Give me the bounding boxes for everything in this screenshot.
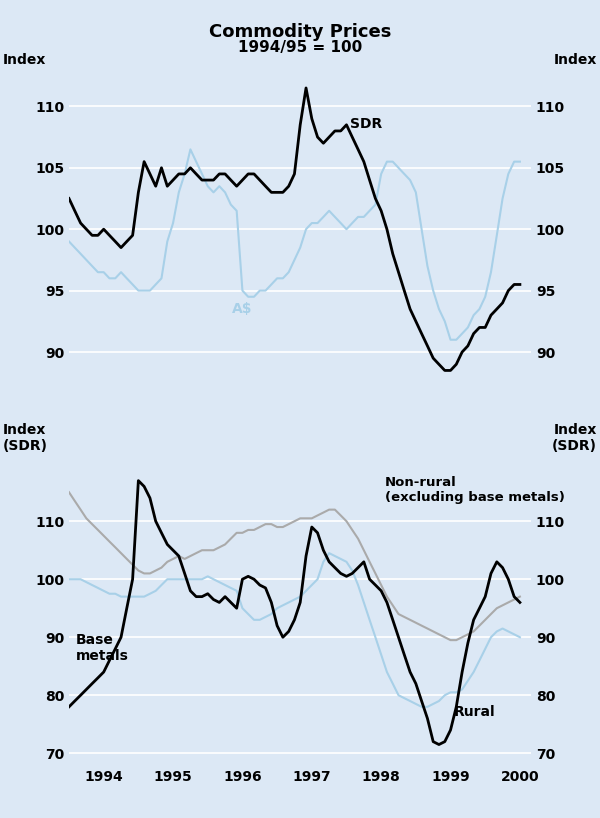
Text: SDR: SDR — [350, 118, 382, 132]
Text: Index
(SDR): Index (SDR) — [3, 423, 48, 453]
Text: Index: Index — [3, 53, 46, 67]
Text: Index
(SDR): Index (SDR) — [552, 423, 597, 453]
Text: Rural: Rural — [454, 704, 496, 718]
Text: A$: A$ — [232, 302, 253, 316]
Text: Base
metals: Base metals — [76, 633, 129, 663]
Text: Commodity Prices: Commodity Prices — [209, 23, 391, 41]
Text: Non-rural
(excluding base metals): Non-rural (excluding base metals) — [385, 476, 565, 504]
Text: 1994/95 = 100: 1994/95 = 100 — [238, 40, 362, 55]
Text: Index: Index — [554, 53, 597, 67]
